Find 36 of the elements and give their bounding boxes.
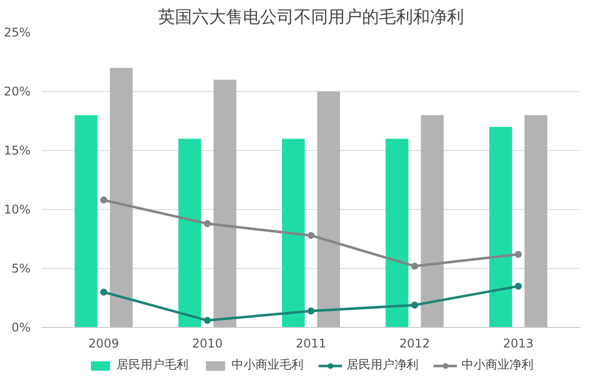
point (411, 262, 418, 270)
bar (317, 92, 340, 328)
bar (420, 115, 444, 328)
legend-label: 中小商业毛利 (232, 356, 304, 374)
point (514, 250, 522, 258)
legend-label: 居民用户净利 (346, 356, 418, 374)
point (514, 282, 522, 290)
bar (489, 126, 512, 328)
point (204, 220, 211, 228)
point (204, 316, 211, 324)
point (411, 302, 418, 309)
bar (214, 80, 236, 328)
bar (524, 115, 548, 328)
y-tick-label: 25% (4, 26, 30, 40)
legend-label: 居民用户毛利 (116, 356, 188, 374)
bar (74, 115, 98, 328)
x-tick-label: 2011 (296, 336, 326, 350)
point (100, 288, 108, 296)
y-tick-label: 5% (11, 262, 31, 276)
x-tick-label: 2010 (192, 336, 223, 350)
point (308, 232, 314, 239)
bar (110, 68, 133, 328)
y-tick-label: 15% (4, 144, 30, 158)
chart-title: 英国六大售电公司不同用户的毛利和净利 (158, 8, 464, 28)
bar (282, 138, 305, 328)
bar (178, 138, 202, 328)
legend-label: 中小商业净利 (462, 356, 534, 374)
x-tick-label: 2012 (399, 336, 430, 350)
y-tick-label: 10% (4, 202, 30, 216)
y-tick-label: 20% (4, 84, 30, 98)
x-tick-label: 2009 (88, 336, 119, 350)
point (100, 196, 108, 204)
point (308, 307, 314, 314)
bar (386, 138, 408, 328)
x-tick-label: 2013 (503, 336, 534, 350)
y-tick-label: 0% (11, 320, 31, 334)
